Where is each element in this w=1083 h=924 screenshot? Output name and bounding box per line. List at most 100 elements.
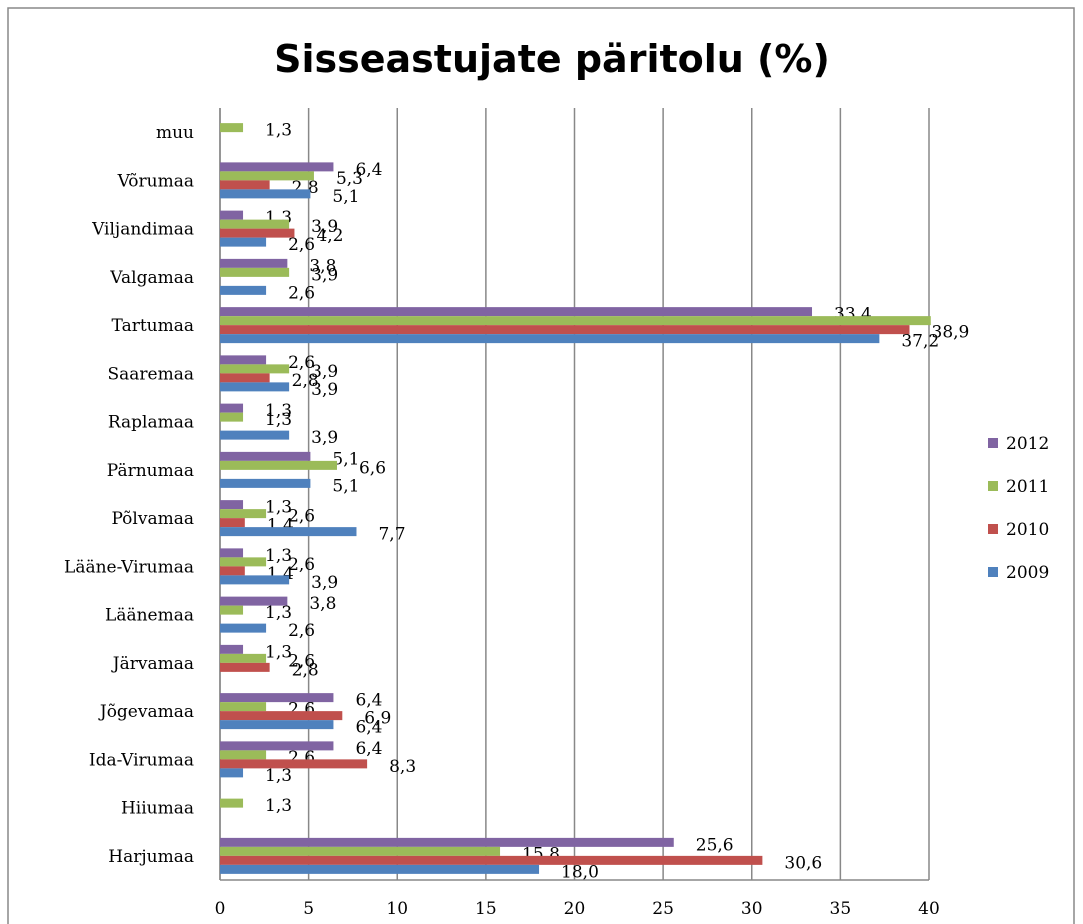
bar bbox=[220, 123, 244, 133]
data-label: 1,3 bbox=[265, 766, 292, 786]
y-tick-label: Läänemaa bbox=[105, 606, 194, 626]
chart-frame bbox=[7, 7, 1075, 924]
data-label: 1,3 bbox=[265, 401, 292, 421]
bar bbox=[220, 355, 267, 365]
y-tick-label: Hiiumaa bbox=[121, 799, 194, 819]
legend-swatch bbox=[988, 481, 998, 491]
x-tick-label: 0 bbox=[215, 899, 226, 919]
x-tick-label: 25 bbox=[652, 899, 674, 919]
bar bbox=[220, 557, 267, 567]
bar bbox=[220, 702, 267, 712]
bar bbox=[220, 527, 357, 537]
data-label: 1,3 bbox=[265, 410, 292, 430]
y-tick-label: Võrumaa bbox=[117, 171, 194, 191]
data-label: 3,9 bbox=[311, 362, 338, 382]
bar bbox=[220, 798, 244, 808]
y-tick-label: Tartumaa bbox=[112, 316, 194, 336]
y-tick-label: Valgamaa bbox=[109, 268, 194, 288]
data-label: 1,3 bbox=[265, 603, 292, 623]
data-label: 3,9 bbox=[311, 265, 338, 285]
data-label: 2,6 bbox=[288, 621, 315, 641]
bar bbox=[220, 509, 267, 519]
bar bbox=[220, 307, 813, 317]
legend-swatch bbox=[988, 567, 998, 577]
data-label: 3,9 bbox=[311, 428, 338, 448]
data-label: 37,2 bbox=[901, 332, 939, 352]
legend-label: 2010 bbox=[1006, 520, 1049, 540]
bar bbox=[220, 596, 288, 606]
bar bbox=[220, 189, 311, 199]
bar bbox=[220, 566, 245, 576]
bar bbox=[220, 403, 244, 413]
data-label: 2,6 bbox=[288, 235, 315, 255]
data-label: 6,6 bbox=[359, 458, 386, 478]
bar bbox=[220, 605, 244, 615]
data-label: 1,3 bbox=[265, 642, 292, 662]
bar bbox=[220, 741, 334, 751]
bar bbox=[220, 768, 244, 778]
y-tick-label: Saaremaa bbox=[108, 364, 195, 384]
data-label: 8,3 bbox=[389, 757, 416, 777]
data-label: 38,9 bbox=[932, 323, 970, 343]
data-label: 2,6 bbox=[288, 507, 315, 527]
y-tick-label: Harjumaa bbox=[108, 847, 194, 867]
data-label: 5,3 bbox=[336, 169, 363, 189]
data-label: 5,1 bbox=[332, 476, 359, 496]
legend-label: 2011 bbox=[1006, 477, 1049, 497]
data-label: 6,4 bbox=[355, 691, 382, 711]
bar bbox=[220, 180, 270, 190]
bar bbox=[220, 644, 244, 654]
bar bbox=[220, 693, 334, 703]
x-tick-label: 10 bbox=[386, 899, 408, 919]
data-label: 3,8 bbox=[309, 256, 336, 276]
data-label: 2,8 bbox=[292, 371, 319, 391]
y-tick-label: Ida-Virumaa bbox=[89, 750, 194, 770]
x-tick-label: 15 bbox=[475, 899, 497, 919]
bar bbox=[220, 228, 295, 238]
bar bbox=[220, 316, 931, 326]
bar bbox=[220, 460, 337, 470]
data-label: 5,1 bbox=[332, 187, 359, 207]
bar bbox=[220, 412, 244, 422]
bar bbox=[220, 430, 290, 440]
bar bbox=[220, 258, 288, 268]
bar bbox=[220, 846, 501, 856]
bar bbox=[220, 864, 540, 874]
bar bbox=[220, 759, 368, 769]
bar bbox=[220, 451, 311, 461]
bar bbox=[220, 855, 763, 865]
bar bbox=[220, 518, 245, 528]
legend-label: 2012 bbox=[1006, 434, 1049, 454]
bar bbox=[220, 653, 267, 663]
x-tick-label: 5 bbox=[303, 899, 314, 919]
bar bbox=[220, 575, 290, 585]
data-label: 2,6 bbox=[288, 651, 315, 671]
data-label: 2,6 bbox=[288, 353, 315, 373]
bar bbox=[220, 364, 290, 374]
bar bbox=[220, 662, 270, 672]
data-label: 30,6 bbox=[784, 853, 822, 873]
data-label: 2,6 bbox=[288, 555, 315, 575]
bar bbox=[220, 837, 674, 847]
bar bbox=[220, 171, 314, 181]
legend-swatch bbox=[988, 438, 998, 448]
y-tick-label: Jõgevamaa bbox=[98, 702, 194, 722]
bar bbox=[220, 285, 267, 295]
bar bbox=[220, 267, 290, 277]
y-tick-label: Viljandimaa bbox=[91, 220, 194, 240]
bar bbox=[220, 711, 343, 721]
bar bbox=[220, 162, 334, 172]
x-tick-label: 40 bbox=[918, 899, 940, 919]
data-label: 2,6 bbox=[288, 283, 315, 303]
y-tick-label: Pärnumaa bbox=[107, 461, 194, 481]
data-label: 4,2 bbox=[316, 226, 343, 246]
bar bbox=[220, 382, 290, 392]
x-tick-label: 20 bbox=[564, 899, 586, 919]
y-tick-label: Põlvamaa bbox=[111, 509, 194, 529]
bar bbox=[220, 237, 267, 247]
y-tick-label: Lääne-Virumaa bbox=[64, 557, 194, 577]
data-label: 3,9 bbox=[311, 573, 338, 593]
legend-swatch bbox=[988, 524, 998, 534]
data-label: 18,0 bbox=[561, 862, 599, 882]
